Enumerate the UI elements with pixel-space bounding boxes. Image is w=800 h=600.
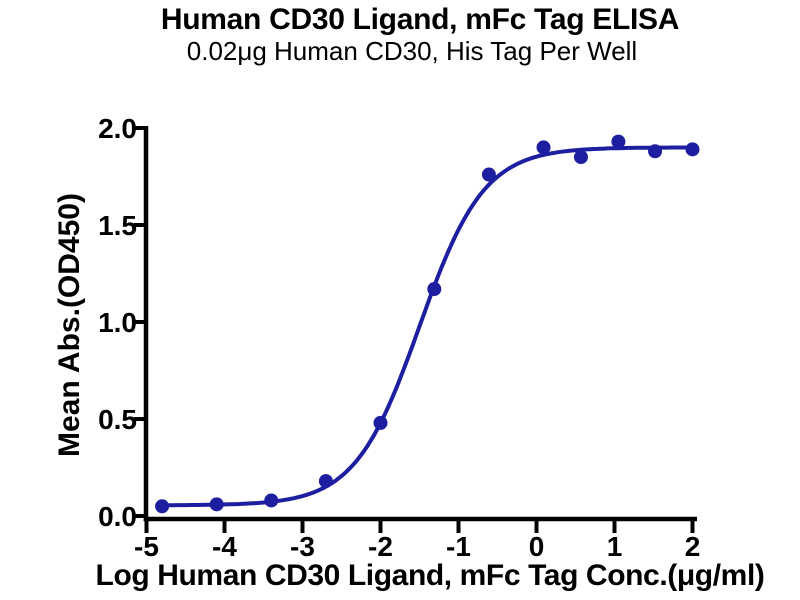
x-tick-label: -2 — [368, 531, 393, 562]
data-point — [264, 493, 279, 508]
data-point — [685, 142, 700, 157]
x-axis-label: Log Human CD30 Ligand, mFc Tag Conc.(μg/… — [95, 559, 765, 592]
data-point — [573, 150, 588, 165]
data-point — [481, 167, 496, 182]
data-point — [427, 282, 442, 297]
data-point — [373, 415, 388, 430]
x-tick-label: 0 — [529, 531, 545, 562]
x-tick-label: -3 — [290, 531, 315, 562]
data-point — [611, 134, 626, 149]
data-point — [209, 497, 224, 512]
chart-title: Human CD30 Ligand, mFc Tag ELISA — [160, 3, 680, 36]
y-tick-label: 1.5 — [98, 210, 137, 241]
y-tick-label: 2.0 — [98, 113, 137, 144]
y-tick-label: 1.0 — [98, 307, 137, 338]
data-point — [648, 144, 663, 159]
x-tick-label: -5 — [134, 531, 159, 562]
y-tick-label: 0.5 — [98, 404, 137, 435]
x-tick-label: 1 — [607, 531, 623, 562]
fit-curve — [160, 145, 695, 508]
chart-subtitle: 0.02μg Human CD30, His Tag Per Well — [186, 36, 638, 66]
data-point — [155, 499, 170, 514]
x-tick-label: -1 — [446, 531, 471, 562]
data-point — [318, 474, 333, 489]
y-tick-label: 0.0 — [98, 501, 137, 532]
x-tick-label: 2 — [685, 531, 701, 562]
data-point — [536, 140, 551, 155]
x-tick-label: -4 — [212, 531, 237, 562]
